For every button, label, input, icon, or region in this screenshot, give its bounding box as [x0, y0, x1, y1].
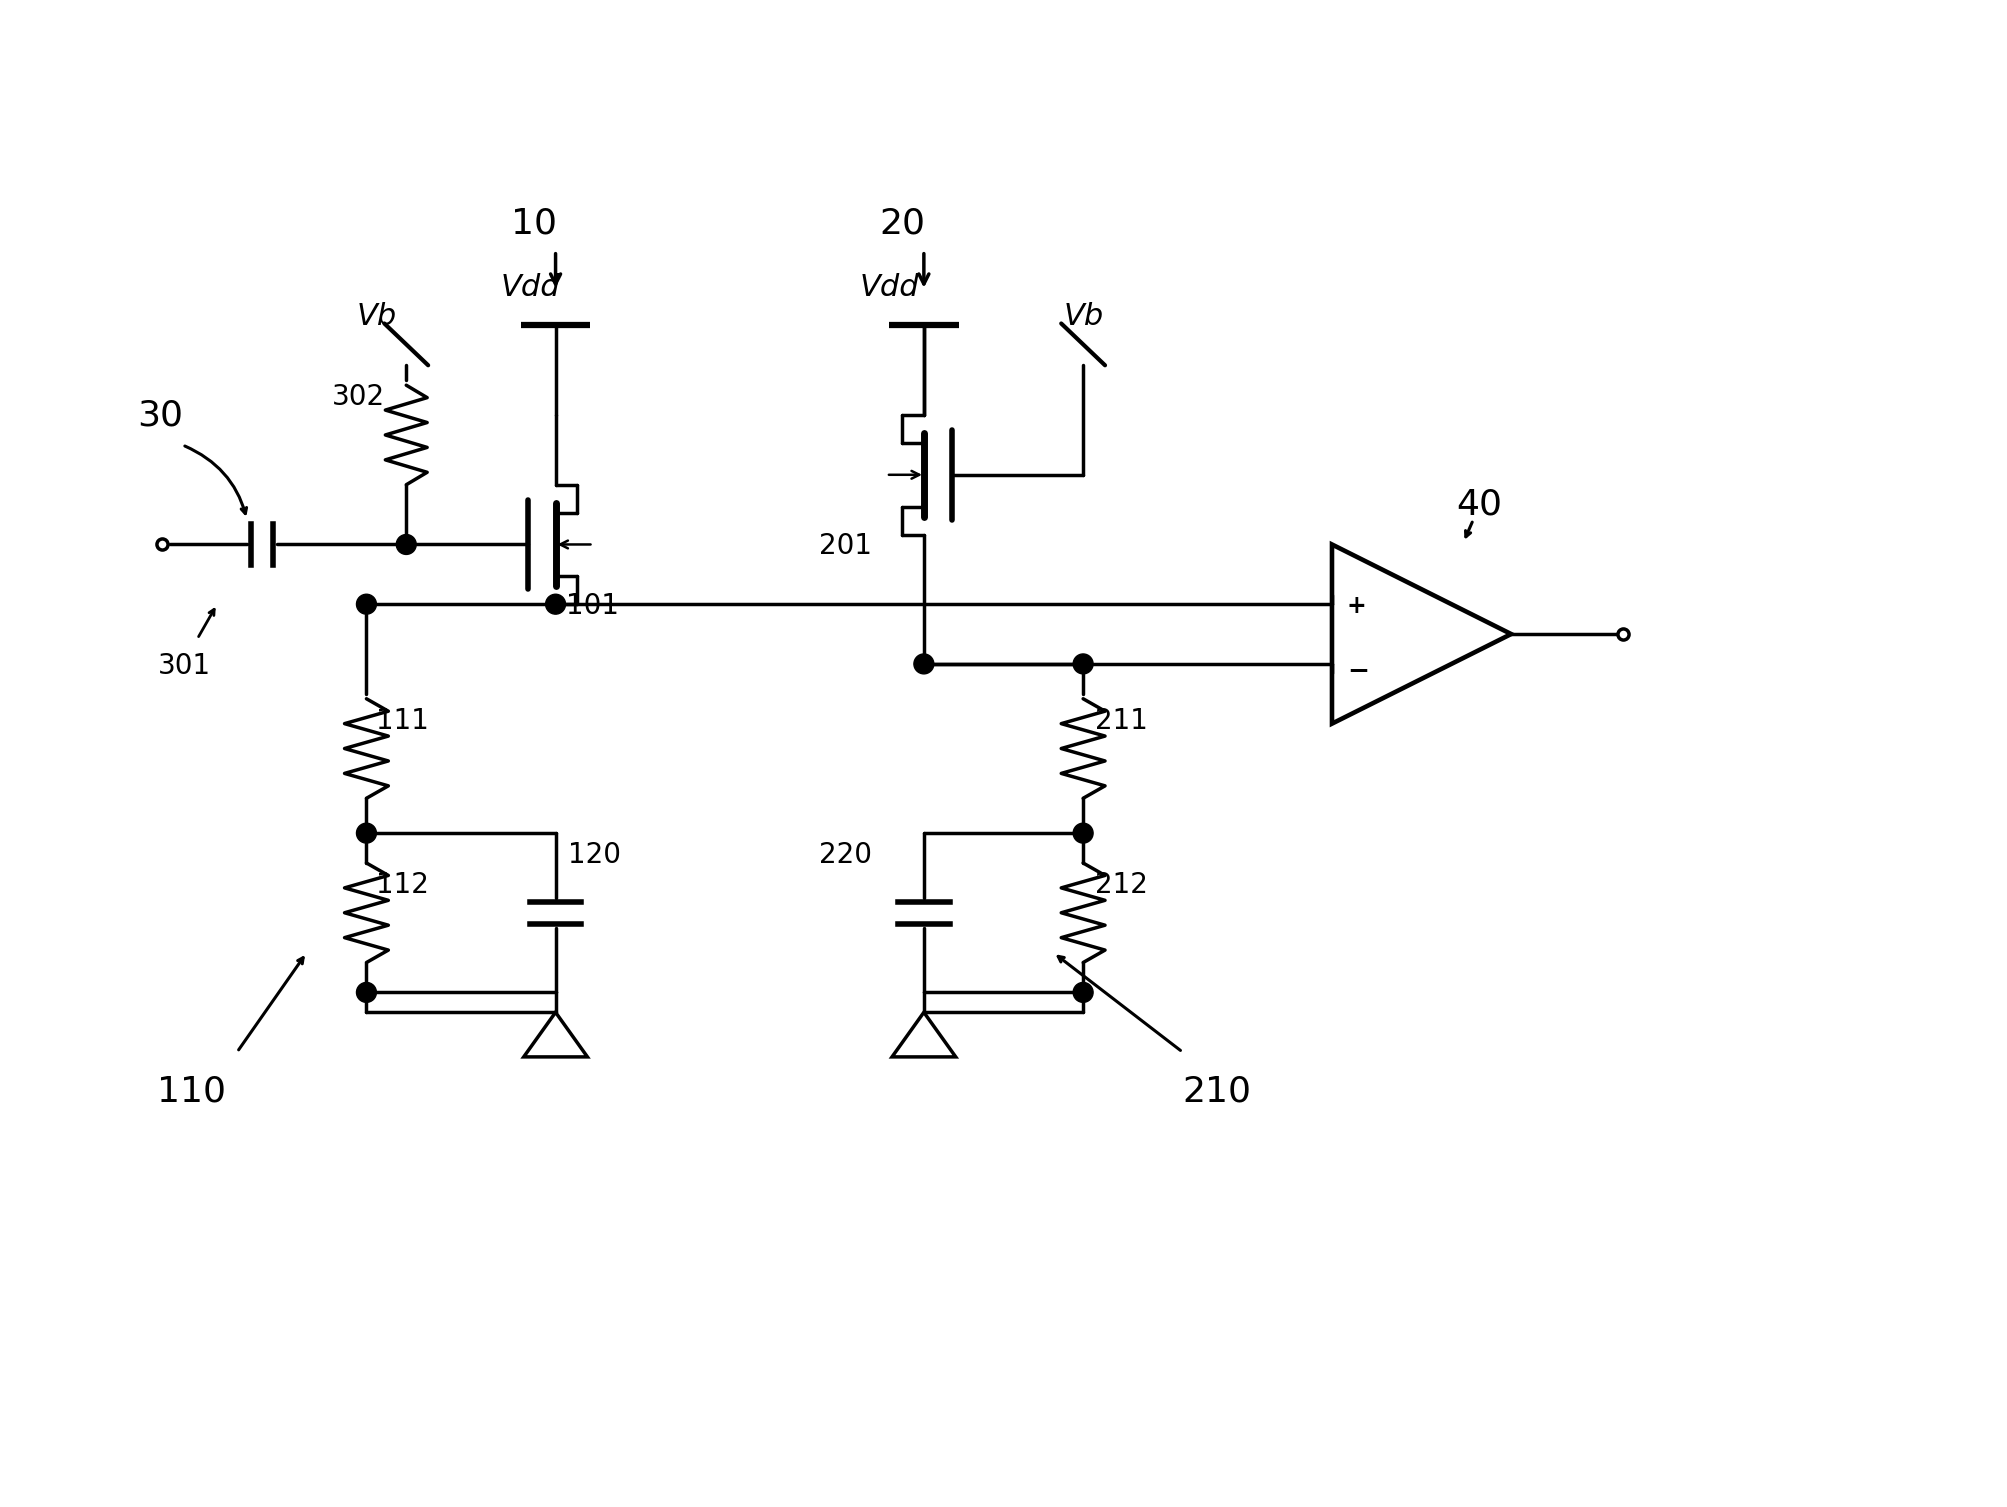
Text: Vb: Vb: [357, 303, 397, 332]
Text: 211: 211: [1096, 707, 1148, 734]
Circle shape: [395, 535, 415, 555]
Text: 301: 301: [157, 653, 211, 680]
Circle shape: [357, 823, 377, 842]
Text: 302: 302: [331, 383, 385, 411]
Text: Vdd: Vdd: [502, 273, 560, 301]
Text: 110: 110: [157, 1074, 227, 1109]
Circle shape: [1074, 823, 1094, 842]
Circle shape: [1074, 654, 1094, 674]
Text: 111: 111: [377, 707, 429, 734]
Text: −: −: [1347, 659, 1369, 684]
Circle shape: [1074, 983, 1094, 1002]
Text: 10: 10: [510, 206, 556, 241]
Circle shape: [357, 594, 377, 615]
Circle shape: [913, 654, 933, 674]
Text: 112: 112: [377, 871, 429, 898]
Text: Vb: Vb: [1064, 303, 1104, 332]
Text: Vdd: Vdd: [859, 273, 919, 301]
Text: 210: 210: [1182, 1074, 1252, 1109]
Text: 120: 120: [568, 841, 620, 870]
Text: 101: 101: [566, 592, 618, 621]
Circle shape: [357, 983, 377, 1002]
Text: 30: 30: [138, 398, 183, 433]
Text: 212: 212: [1096, 871, 1148, 898]
Text: 20: 20: [879, 206, 925, 241]
Text: +: +: [1347, 594, 1367, 618]
Text: 40: 40: [1457, 488, 1503, 521]
Circle shape: [546, 594, 566, 615]
Text: 201: 201: [819, 532, 873, 561]
Text: 220: 220: [819, 841, 873, 870]
